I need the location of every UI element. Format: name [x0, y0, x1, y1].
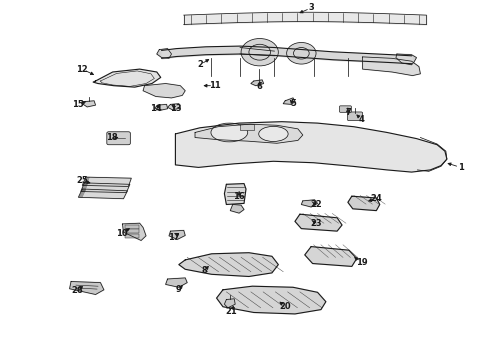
Polygon shape: [70, 282, 104, 294]
Text: 18: 18: [106, 133, 118, 142]
Text: 1: 1: [458, 163, 464, 172]
Polygon shape: [195, 124, 303, 143]
Polygon shape: [122, 223, 146, 240]
Circle shape: [287, 42, 316, 64]
Text: 26: 26: [72, 287, 83, 295]
Ellipse shape: [259, 126, 288, 141]
Text: 9: 9: [176, 285, 182, 294]
Text: 17: 17: [168, 233, 180, 242]
Polygon shape: [305, 247, 357, 266]
Polygon shape: [363, 57, 420, 76]
Bar: [125, 225, 139, 229]
Text: 19: 19: [356, 258, 368, 266]
Text: 3: 3: [308, 3, 314, 12]
Text: 20: 20: [279, 302, 291, 311]
FancyBboxPatch shape: [107, 132, 130, 145]
Bar: [240, 124, 254, 130]
Polygon shape: [301, 200, 318, 207]
Bar: [125, 229, 139, 233]
Bar: [125, 234, 139, 238]
Text: 24: 24: [370, 194, 382, 203]
Polygon shape: [251, 80, 264, 86]
Polygon shape: [83, 101, 96, 107]
Text: 2: 2: [197, 60, 203, 69]
Text: 6: 6: [257, 82, 263, 91]
Polygon shape: [157, 49, 172, 58]
Polygon shape: [82, 177, 131, 186]
FancyBboxPatch shape: [340, 106, 351, 112]
Text: 13: 13: [170, 104, 181, 112]
Text: 12: 12: [76, 65, 88, 74]
Polygon shape: [78, 189, 127, 199]
Text: 5: 5: [290, 99, 296, 108]
Polygon shape: [295, 214, 342, 231]
Polygon shape: [169, 230, 185, 239]
Text: 8: 8: [202, 266, 208, 275]
Text: 21: 21: [225, 307, 237, 316]
Polygon shape: [348, 196, 380, 211]
Text: 16: 16: [233, 192, 245, 201]
Polygon shape: [179, 253, 278, 276]
Polygon shape: [143, 84, 185, 98]
Polygon shape: [224, 299, 235, 308]
Polygon shape: [217, 286, 326, 314]
Ellipse shape: [211, 123, 248, 142]
Text: 10: 10: [116, 229, 127, 238]
Polygon shape: [166, 278, 187, 287]
FancyBboxPatch shape: [347, 112, 363, 121]
Text: 25: 25: [76, 176, 88, 185]
Text: 7: 7: [345, 108, 351, 117]
Polygon shape: [93, 69, 161, 87]
Text: 22: 22: [310, 200, 322, 209]
Text: 15: 15: [72, 100, 83, 109]
Circle shape: [241, 39, 278, 66]
Polygon shape: [175, 122, 447, 172]
Text: 11: 11: [209, 81, 221, 90]
Polygon shape: [224, 184, 246, 204]
Polygon shape: [396, 54, 416, 65]
Polygon shape: [155, 104, 168, 111]
Polygon shape: [81, 183, 130, 193]
Polygon shape: [230, 204, 244, 213]
Polygon shape: [168, 104, 180, 110]
Text: 14: 14: [150, 104, 162, 112]
Text: 23: 23: [310, 219, 322, 228]
Text: 4: 4: [359, 115, 365, 124]
Polygon shape: [283, 98, 295, 104]
